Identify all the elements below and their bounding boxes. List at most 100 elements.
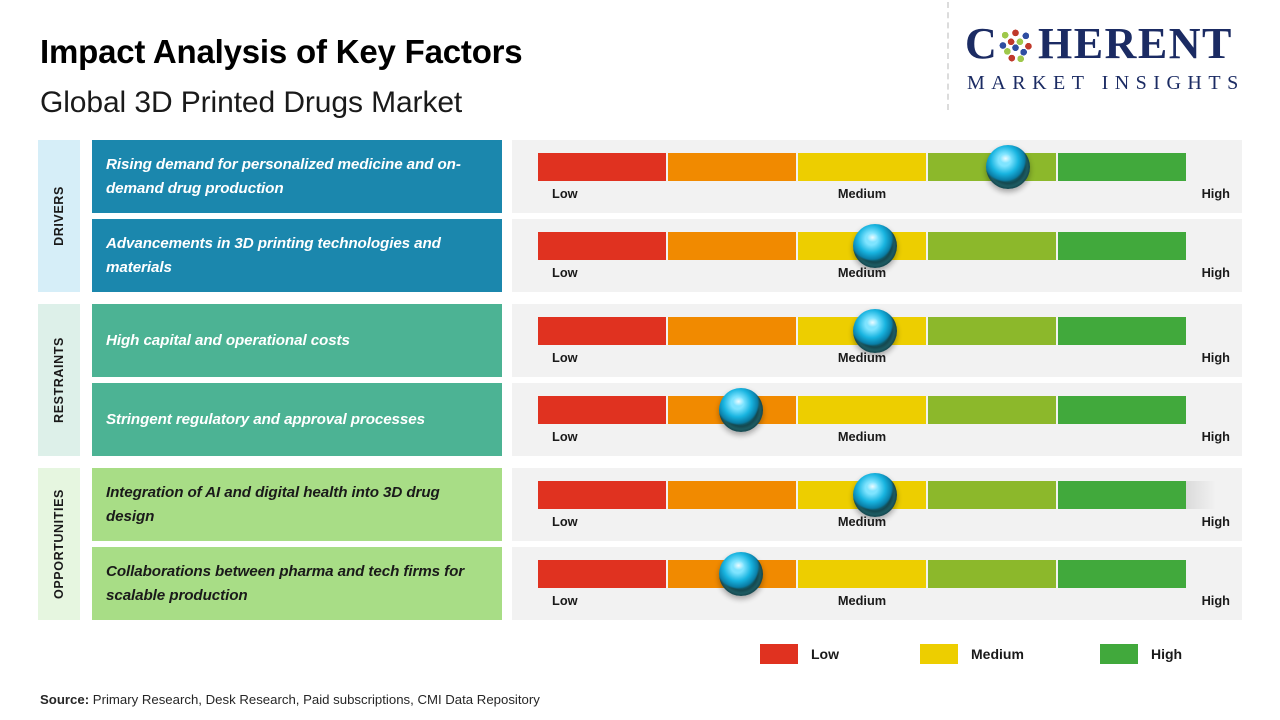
- gauge-label-high: High: [1201, 350, 1230, 365]
- gauge-scale-bar: [538, 396, 1186, 424]
- gauge-label-medium: Medium: [837, 265, 887, 280]
- legend-swatch: [760, 644, 798, 664]
- legend-swatch: [1100, 644, 1138, 664]
- gauge-bar-edge-artifact: [1186, 481, 1216, 509]
- gauge-marker-gem-icon[interactable]: [718, 388, 763, 432]
- gauge-label-medium: Medium: [837, 593, 887, 608]
- gauge-label-low: Low: [552, 186, 578, 201]
- logo-divider: [947, 2, 949, 110]
- category-band-opportunities: OPPORTUNITIES: [38, 468, 80, 620]
- gauge-segment-2: [668, 481, 796, 509]
- logo-wordmark: C HERENT: [965, 20, 1265, 68]
- globe-dot-sphere-icon: [997, 27, 1034, 64]
- gauge-segment-1: [538, 560, 666, 588]
- gauge-label-high: High: [1201, 186, 1230, 201]
- gauge-segment-3: [798, 153, 926, 181]
- category-band-drivers: DRIVERS: [38, 140, 80, 292]
- source-footer: Source: Primary Research, Desk Research,…: [40, 692, 540, 707]
- legend-item: Low: [760, 644, 839, 664]
- factor-box[interactable]: High capital and operational costs: [92, 304, 502, 377]
- factor-row: High capital and operational costs Low Med…: [38, 304, 1242, 377]
- factor-row: Collaborations between pharma and tech f…: [38, 547, 1242, 620]
- gauge-segment-5: [1058, 232, 1186, 260]
- legend-label: Medium: [971, 646, 1024, 662]
- category-band-restraints: RESTRAINTS: [38, 304, 80, 456]
- factor-label: Advancements in 3D printing technologies…: [106, 234, 441, 276]
- gauge-marker-gem-icon[interactable]: [718, 552, 763, 596]
- factor-box[interactable]: Integration of AI and digital health int…: [92, 468, 502, 541]
- gauge-label-low: Low: [552, 350, 578, 365]
- logo-letter-c: C: [965, 19, 999, 68]
- source-text: Primary Research, Desk Research, Paid su…: [89, 692, 540, 707]
- logo-tagline: MARKET INSIGHTS: [967, 72, 1245, 94]
- gauge-segment-1: [538, 481, 666, 509]
- legend-label: High: [1151, 646, 1183, 662]
- legend-item: Medium: [920, 644, 1024, 664]
- gauge-label-medium: Medium: [837, 350, 887, 365]
- gauge-segment-1: [538, 232, 666, 260]
- gauge-segment-2: [668, 153, 796, 181]
- gauge-segment-4: [928, 560, 1056, 588]
- gauge-scale-bar: [538, 153, 1186, 181]
- page-title: Impact Analysis of Key Factors: [40, 33, 523, 70]
- legend-item: High: [1100, 644, 1182, 664]
- gauge-segment-4: [928, 396, 1056, 424]
- gauge-segment-3: [798, 560, 926, 588]
- gauge-label-low: Low: [552, 593, 578, 608]
- factor-row: Integration of AI and digital health int…: [38, 468, 1242, 541]
- gauge-segment-2: [668, 317, 796, 345]
- impact-gauge: Low Medium High: [512, 547, 1242, 620]
- gauge-scale-labels: Low Medium High: [538, 350, 1230, 370]
- legend-swatch: [920, 644, 958, 664]
- impact-gauge: Low Medium High: [512, 140, 1242, 213]
- gauge-segment-1: [538, 317, 666, 345]
- gauge-marker-gem-icon[interactable]: [852, 309, 897, 353]
- factor-label: Collaborations between pharma and tech f…: [106, 562, 465, 604]
- gauge-scale-bar: [538, 481, 1186, 509]
- factor-row: Rising demand for personalized medicine …: [38, 140, 1242, 213]
- gauge-segment-4: [928, 317, 1056, 345]
- gauge-label-high: High: [1201, 593, 1230, 608]
- gauge-segment-5: [1058, 481, 1186, 509]
- gauge-scale-labels: Low Medium High: [538, 514, 1230, 534]
- gauge-label-medium: Medium: [837, 514, 887, 529]
- gauge-label-medium: Medium: [837, 429, 887, 444]
- gauge-segment-5: [1058, 560, 1186, 588]
- company-logo: C HERENT MARKET INSIGHTS: [965, 20, 1265, 98]
- gauge-label-low: Low: [552, 514, 578, 529]
- factor-row: Stringent regulatory and approval proces…: [38, 383, 1242, 456]
- gauge-label-high: High: [1201, 265, 1230, 280]
- gauge-label-high: High: [1201, 514, 1230, 529]
- factor-row: Advancements in 3D printing technologies…: [38, 219, 1242, 292]
- gauge-segment-5: [1058, 153, 1186, 181]
- gauge-scale-bar: [538, 560, 1186, 588]
- gauge-scale-labels: Low Medium High: [538, 186, 1230, 206]
- gauge-marker-gem-icon[interactable]: [985, 145, 1030, 189]
- legend-label: Low: [811, 646, 839, 662]
- gauge-segment-1: [538, 396, 666, 424]
- page-subtitle: Global 3D Printed Drugs Market: [40, 86, 463, 119]
- gauge-marker-gem-icon[interactable]: [852, 473, 897, 517]
- factor-label: Stringent regulatory and approval proces…: [106, 410, 425, 428]
- factor-label: Integration of AI and digital health int…: [106, 483, 440, 525]
- gauge-scale-labels: Low Medium High: [538, 265, 1230, 285]
- gauge-label-low: Low: [552, 429, 578, 444]
- logo-word-rest: HERENT: [1038, 19, 1233, 68]
- factor-box[interactable]: Advancements in 3D printing technologies…: [92, 219, 502, 292]
- factor-box[interactable]: Collaborations between pharma and tech f…: [92, 547, 502, 620]
- impact-gauge: Low Medium High: [512, 304, 1242, 377]
- header: Impact Analysis of Key Factors Global 3D…: [0, 0, 1280, 130]
- factor-box[interactable]: Rising demand for personalized medicine …: [92, 140, 502, 213]
- gauge-segment-4: [928, 232, 1056, 260]
- impact-gauge: Low Medium High: [512, 468, 1242, 541]
- gauge-segment-5: [1058, 317, 1186, 345]
- gauge-label-medium: Medium: [837, 186, 887, 201]
- factor-box[interactable]: Stringent regulatory and approval proces…: [92, 383, 502, 456]
- gauge-marker-gem-icon[interactable]: [852, 224, 897, 268]
- impact-gauge: Low Medium High: [512, 383, 1242, 456]
- impact-gauge: Low Medium High: [512, 219, 1242, 292]
- gauge-segment-4: [928, 481, 1056, 509]
- gauge-label-high: High: [1201, 429, 1230, 444]
- legend: Low Medium High: [760, 644, 1182, 670]
